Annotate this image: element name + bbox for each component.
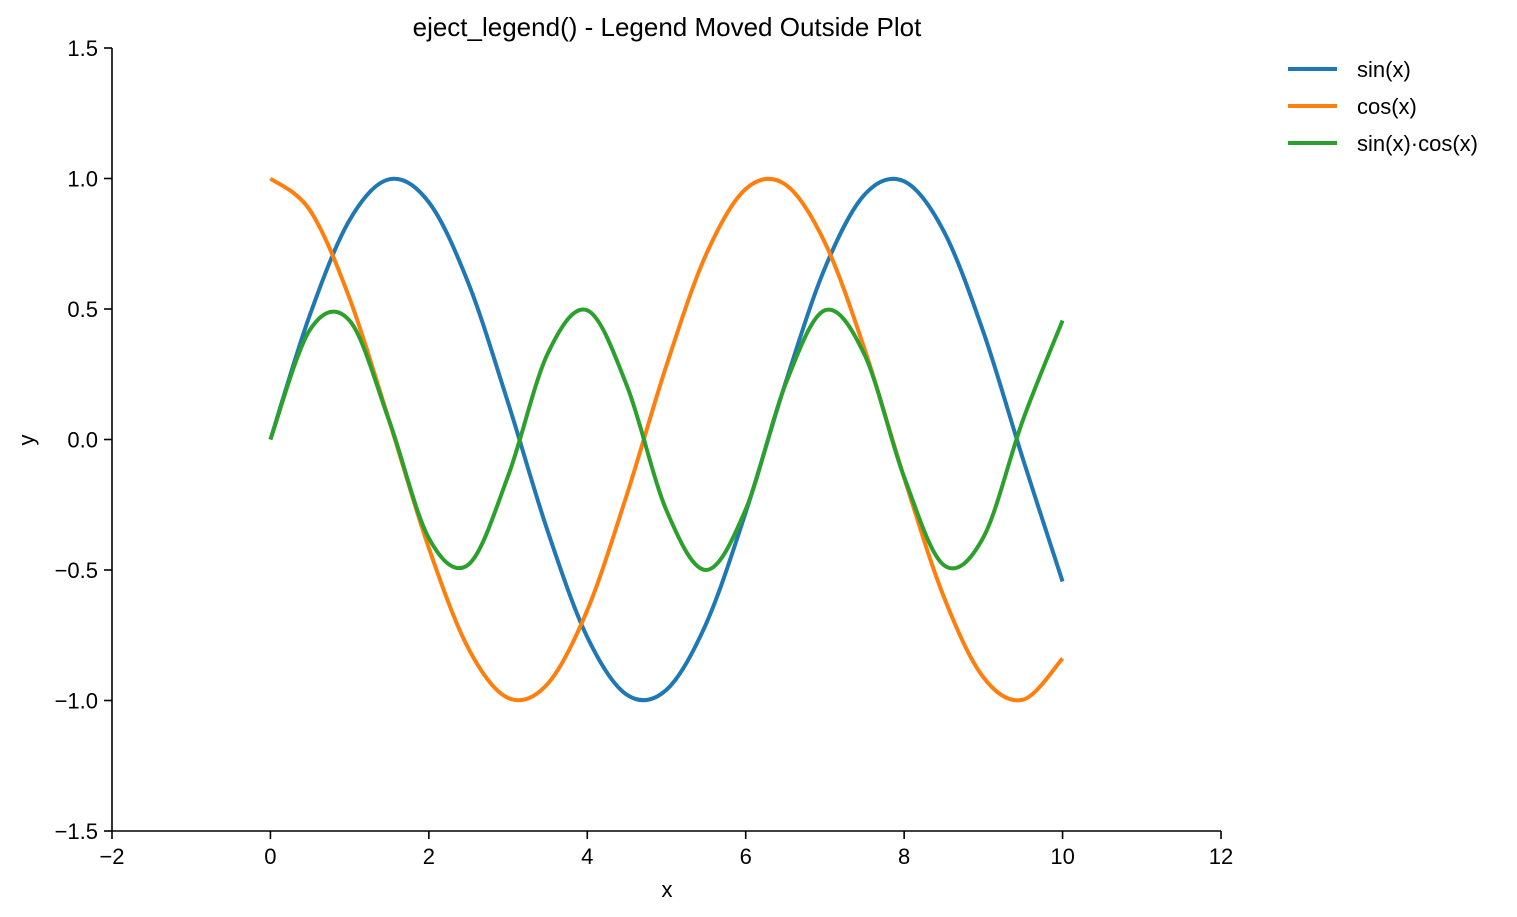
x-tick-label: −2 (99, 844, 124, 869)
legend-label: sin(x) (1357, 57, 1411, 82)
y-tick-label: −1.5 (55, 819, 98, 844)
x-tick-label: 12 (1209, 844, 1233, 869)
x-tick-label: 6 (740, 844, 752, 869)
legend-label: sin(x)·cos(x) (1357, 131, 1478, 156)
series-line-1 (269, 176, 1065, 703)
x-tick-label: 10 (1050, 844, 1074, 869)
y-tick-label: −1.0 (55, 689, 98, 714)
legend-label: cos(x) (1357, 94, 1417, 119)
y-ticks: −1.5 −1.0 −0.5 0.0 0.5 1.0 1.5 (55, 36, 112, 844)
y-axis-label: y (14, 435, 39, 446)
x-tick-label: 4 (581, 844, 593, 869)
y-tick-label: −0.5 (55, 558, 98, 583)
x-ticks: −2 0 2 4 6 8 10 12 (99, 831, 1233, 869)
x-tick-label: 8 (898, 844, 910, 869)
series-layer (268, 176, 1065, 703)
x-axis-label: x (662, 877, 673, 902)
y-tick-label: 0.0 (67, 428, 98, 453)
y-tick-label: 1.0 (67, 167, 98, 192)
x-tick-label: 0 (264, 844, 276, 869)
series-line-2 (268, 307, 1065, 573)
y-tick-label: 1.5 (67, 36, 98, 61)
y-tick-label: 0.5 (67, 297, 98, 322)
x-tick-label: 2 (423, 844, 435, 869)
legend: sin(x) cos(x) sin(x)·cos(x) (1288, 57, 1478, 156)
series-line-0 (268, 176, 1065, 703)
chart-title: eject_legend() - Legend Moved Outside Pl… (413, 12, 923, 42)
